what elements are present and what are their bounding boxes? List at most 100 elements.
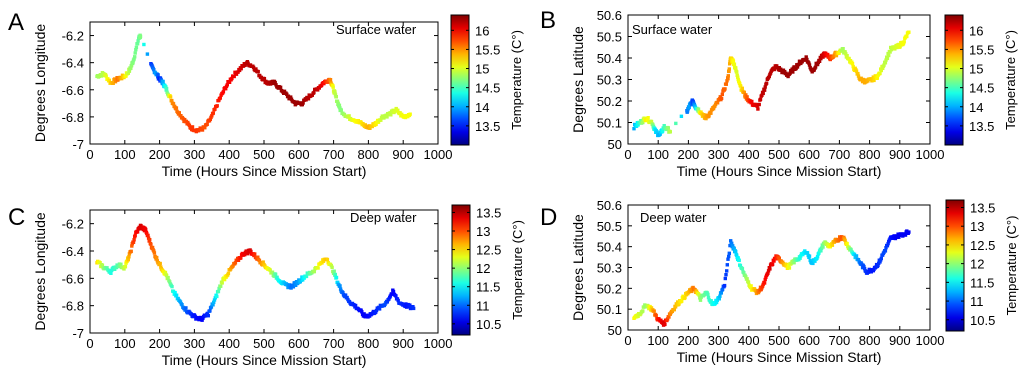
data-point [166,275,170,280]
colorbar [944,14,964,146]
data-point [886,51,890,56]
data-point [768,267,772,271]
data-point [330,265,334,269]
data-point [897,42,901,47]
data-point [107,78,111,82]
data-point [728,62,732,66]
colorbar-tick-label: 13.5 [969,119,994,134]
data-point [819,249,823,253]
colorbar-tick-label: 11.5 [970,275,994,290]
y-axis-label: Degrees Latitude [570,26,586,133]
data-point [270,270,275,274]
data-point [134,48,138,52]
data-point [749,284,753,288]
data-point [124,74,128,78]
y-tick-label: -6.8 [62,110,84,125]
data-point [389,113,393,117]
data-point [335,99,340,103]
data-point [322,81,326,86]
data-point [821,55,825,59]
data-point [661,129,665,133]
data-point [815,62,820,67]
data-point [379,118,383,122]
colorbar-tick-label: 11 [970,294,984,309]
data-point [152,251,157,255]
data-point [680,299,684,303]
data-point [738,81,742,86]
data-point [717,297,721,301]
data-point [735,70,739,74]
x-tick-label: 500 [768,147,790,162]
x-axis-label: Time (Hours Since Mission Start) [677,163,882,179]
x-tick-label: 500 [768,333,790,348]
data-point [174,293,179,297]
colorbar-tick-label: 14.5 [475,81,500,96]
data-point [136,39,140,43]
data-point [788,71,792,75]
colorbar-tick-label: 13.5 [970,200,995,215]
data-point [891,236,895,240]
data-point [763,277,767,282]
x-tick-label: 1000 [424,147,453,162]
data-point [876,263,880,268]
data-point [726,74,730,78]
data-point [742,271,746,275]
colorbar-tick-label: 13 [476,224,490,239]
data-point [740,86,744,90]
data-point [797,62,801,67]
data-point [844,52,848,56]
data-point [869,270,873,274]
data-point [719,291,723,295]
data-point [641,120,645,125]
data-point [104,74,108,78]
data-point [764,275,768,279]
data-point [861,77,865,82]
data-point [743,95,747,99]
data-point [219,284,223,288]
data-point [152,249,156,253]
y-tick-label: -7 [72,137,84,152]
data-point [885,244,890,248]
x-tick-label: 700 [323,147,345,162]
data-point [262,77,267,81]
data-point [146,233,150,238]
data-point [770,262,775,266]
data-point [851,64,855,69]
colorbar-tick-label: 16 [969,23,983,38]
data-point [127,252,132,256]
x-tick-label: 800 [859,147,881,162]
data-point [746,280,751,284]
data-point [273,272,278,276]
data-point [257,258,262,263]
data-point [725,263,729,267]
data-point [178,300,183,304]
x-tick-label: 100 [647,333,669,348]
data-point [206,314,210,318]
data-point [649,119,654,124]
data-point [762,281,767,285]
data-point [905,229,909,233]
data-point [878,260,882,264]
data-point [868,268,872,272]
data-point [212,300,216,304]
x-tick-label: 800 [358,147,380,162]
x-tick-label: 400 [738,147,760,162]
data-point [135,42,140,46]
colorbar-tick-label: 14 [475,100,489,115]
data-point [798,256,802,260]
y-tick-label: 50.1 [597,116,622,131]
data-point [168,95,173,99]
data-point [99,74,104,78]
data-point [847,56,851,61]
data-point [641,309,645,313]
colorbar-tick-label: 16 [475,23,489,38]
data-point [872,78,876,83]
data-point [213,107,217,111]
data-point [685,109,690,113]
data-point [368,126,372,130]
y-tick-label: 50.4 [597,51,622,66]
data-point [720,287,725,292]
data-point [830,243,835,247]
data-point [805,57,809,62]
data-point [310,93,314,97]
